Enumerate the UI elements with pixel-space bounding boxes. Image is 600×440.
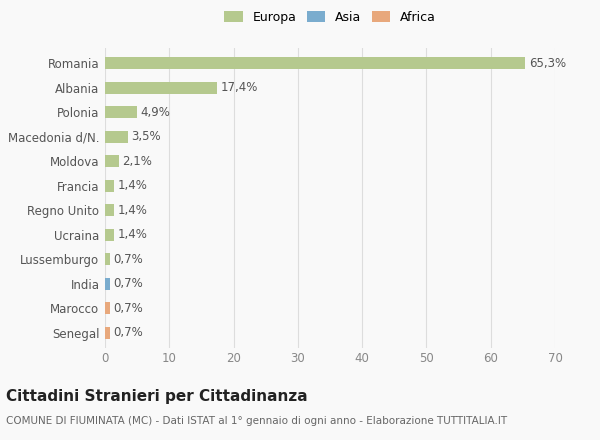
- Text: Cittadini Stranieri per Cittadinanza: Cittadini Stranieri per Cittadinanza: [6, 389, 308, 404]
- Bar: [105, 131, 128, 143]
- Text: 1,4%: 1,4%: [118, 228, 148, 241]
- Bar: [105, 253, 110, 265]
- Bar: [105, 278, 110, 290]
- Text: 2,1%: 2,1%: [122, 155, 152, 168]
- Legend: Europa, Asia, Africa: Europa, Asia, Africa: [221, 8, 439, 26]
- Text: 0,7%: 0,7%: [113, 253, 143, 266]
- Text: 1,4%: 1,4%: [118, 204, 148, 217]
- Bar: [105, 81, 217, 94]
- Text: 0,7%: 0,7%: [113, 326, 143, 339]
- Text: 3,5%: 3,5%: [131, 130, 161, 143]
- Text: 4,9%: 4,9%: [140, 106, 170, 119]
- Bar: [105, 204, 114, 216]
- Bar: [105, 302, 110, 315]
- Text: 65,3%: 65,3%: [529, 57, 566, 70]
- Text: 0,7%: 0,7%: [113, 277, 143, 290]
- Bar: [105, 327, 110, 339]
- Text: 0,7%: 0,7%: [113, 302, 143, 315]
- Bar: [105, 106, 137, 118]
- Text: 1,4%: 1,4%: [118, 179, 148, 192]
- Bar: [105, 57, 525, 69]
- Text: COMUNE DI FIUMINATA (MC) - Dati ISTAT al 1° gennaio di ogni anno - Elaborazione : COMUNE DI FIUMINATA (MC) - Dati ISTAT al…: [6, 416, 507, 426]
- Text: 17,4%: 17,4%: [221, 81, 258, 94]
- Bar: [105, 229, 114, 241]
- Bar: [105, 155, 119, 167]
- Bar: [105, 180, 114, 192]
